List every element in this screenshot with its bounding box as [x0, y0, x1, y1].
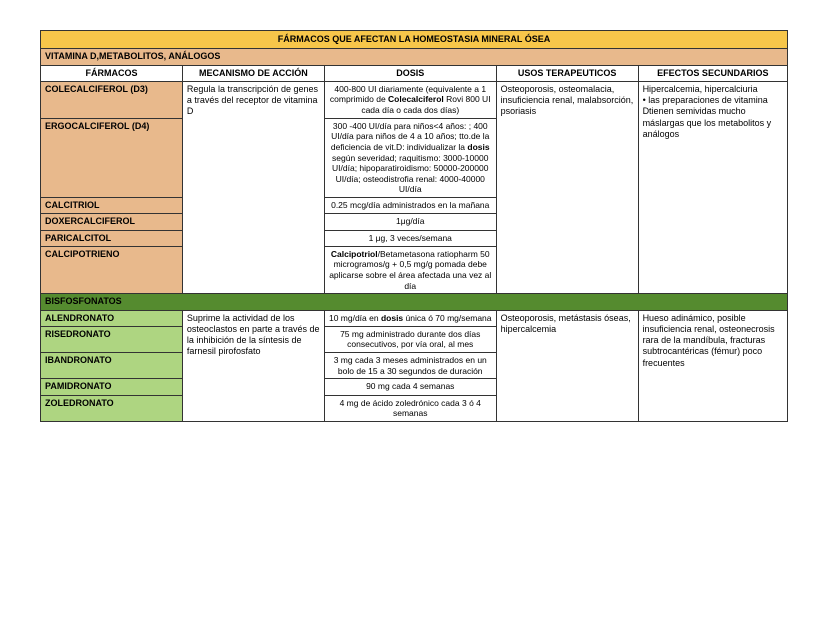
- title-row: FÁRMACOS QUE AFECTAN LA HOMEOSTASIA MINE…: [41, 31, 788, 49]
- col-header: DOSIS: [324, 65, 496, 81]
- section-bisphosphonates: BISFOSFONATOS: [41, 294, 788, 310]
- dose-cell: 10 mg/día en dosis única ó 70 mg/semana: [324, 310, 496, 326]
- dose-cell: 1 μg, 3 veces/semana: [324, 230, 496, 246]
- drug-name: CALCIPOTRIENO: [41, 246, 183, 294]
- dose-cell: 3 mg cada 3 meses administrados en un bo…: [324, 353, 496, 379]
- dose-cell: 90 mg cada 4 semanas: [324, 379, 496, 395]
- drug-name: DOXERCALCIFEROL: [41, 214, 183, 230]
- col-header: MECANISMO DE ACCIÓN: [182, 65, 324, 81]
- drug-name: PAMIDRONATO: [41, 379, 183, 395]
- section-label: VITAMINA D,METABOLITOS, ANÁLOGOS: [41, 49, 788, 65]
- drug-table: FÁRMACOS QUE AFECTAN LA HOMEOSTASIA MINE…: [40, 30, 788, 422]
- drug-name: COLECALCIFEROL (D3): [41, 81, 183, 118]
- drug-name: ALENDRONATO: [41, 310, 183, 326]
- section-vitamin-d: VITAMINA D,METABOLITOS, ANÁLOGOS: [41, 49, 788, 65]
- dose-cell: 1μg/día: [324, 214, 496, 230]
- dose-cell: 0.25 mcg/día administrados en la mañana: [324, 198, 496, 214]
- dose-cell: 300 -400 UI/día para niños<4 años: ; 400…: [324, 118, 496, 197]
- uses-cell: Osteoporosis, osteomalacia, insuficienci…: [496, 81, 638, 294]
- effects-cell: Hueso adinámico, posible insuficiencia r…: [638, 310, 787, 421]
- mechanism-cell: Suprime la actividad de los osteoclastos…: [182, 310, 324, 421]
- mechanism-cell: Regula la transcripción de genes a travé…: [182, 81, 324, 294]
- drug-name: RISEDRONATO: [41, 326, 183, 352]
- drug-name: IBANDRONATO: [41, 353, 183, 379]
- drug-name: PARICALCITOL: [41, 230, 183, 246]
- dose-cell: Calcipotriol/Betametasona ratiopharm 50 …: [324, 246, 496, 294]
- dose-cell: 400-800 UI diariamente (equivalente a 1 …: [324, 81, 496, 118]
- dose-cell: 75 mg administrado durante dos días cons…: [324, 326, 496, 352]
- drug-name: CALCITRIOL: [41, 198, 183, 214]
- col-header: FÁRMACOS: [41, 65, 183, 81]
- header-row: FÁRMACOS MECANISMO DE ACCIÓN DOSIS USOS …: [41, 65, 788, 81]
- section-label: BISFOSFONATOS: [41, 294, 788, 310]
- col-header: USOS TERAPEUTICOS: [496, 65, 638, 81]
- table-row: ALENDRONATO Suprime la actividad de los …: [41, 310, 788, 326]
- table-title: FÁRMACOS QUE AFECTAN LA HOMEOSTASIA MINE…: [41, 31, 788, 49]
- uses-cell: Osteoporosis, metástasis óseas, hipercal…: [496, 310, 638, 421]
- drug-name: ZOLEDRONATO: [41, 395, 183, 421]
- dose-cell: 4 mg de ácido zoledrónico cada 3 ó 4 sem…: [324, 395, 496, 421]
- col-header: EFECTOS SECUNDARIOS: [638, 65, 787, 81]
- drug-name: ERGOCALCIFEROL (D4): [41, 118, 183, 197]
- effects-cell: Hipercalcemia, hipercalciuria • las prep…: [638, 81, 787, 294]
- table-row: COLECALCIFEROL (D3) Regula la transcripc…: [41, 81, 788, 118]
